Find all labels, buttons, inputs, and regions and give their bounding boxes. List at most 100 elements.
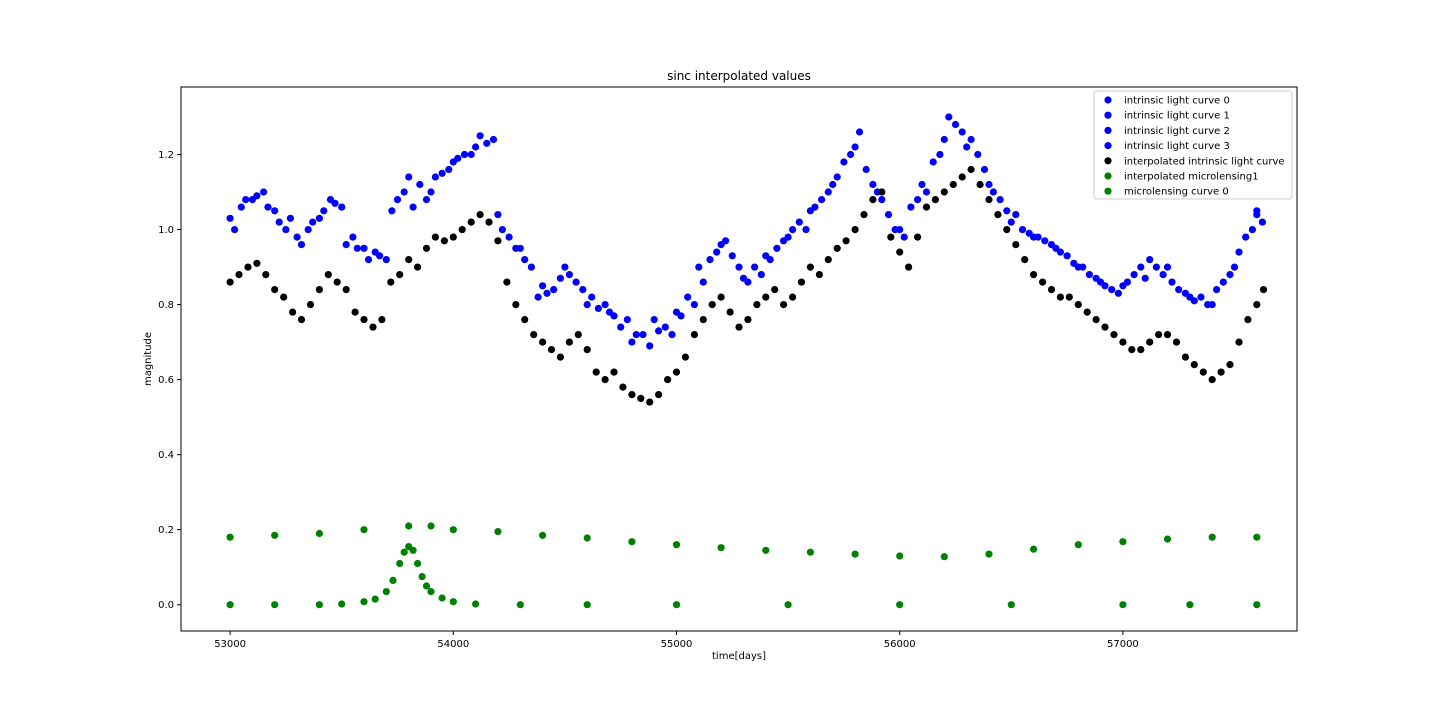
data-point [333,278,341,286]
data-point [1253,601,1261,609]
data-point [1123,278,1131,286]
data-point [472,600,480,608]
legend-marker [1104,126,1112,134]
data-point [1168,278,1176,286]
data-point [1208,533,1216,541]
data-point [382,588,390,596]
data-point [1063,252,1071,260]
data-point [226,214,234,222]
data-point [1137,346,1145,354]
data-point [672,368,681,376]
data-point [706,256,714,264]
data-point [860,211,868,219]
data-point [918,180,926,189]
data-point [574,331,582,339]
data-point [1253,207,1261,215]
data-point [360,526,368,534]
data-point [780,301,788,309]
data-point [751,263,759,271]
data-point [1119,601,1127,609]
data-point [438,594,446,602]
data-point [1012,211,1020,219]
data-point [414,559,422,568]
data-point [610,368,618,376]
data-point [262,271,270,279]
data-point [382,256,390,264]
y-tick-label: 0.0 [158,600,174,611]
data-point [565,338,574,346]
data-point [617,323,625,331]
data-point [1030,545,1038,553]
data-point [405,522,413,530]
data-point [1190,361,1198,369]
data-point [1172,338,1181,346]
data-point [530,331,538,339]
data-point [1175,286,1183,294]
data-point [1197,293,1205,301]
data-point [713,248,721,256]
data-point [387,278,395,286]
data-point [271,286,279,294]
data-point [1056,248,1064,256]
data-point [1007,218,1015,226]
chart-title: sinc interpolated values [667,69,811,83]
data-point [527,263,536,271]
data-point [512,244,520,252]
data-point [795,218,803,226]
data-point [349,233,357,241]
data-point [286,214,294,222]
data-point [282,226,290,234]
data-point [1012,241,1020,249]
data-point [1056,293,1064,301]
data-point [1085,271,1093,279]
data-point [389,576,397,585]
data-point [1092,316,1100,324]
data-point [628,391,636,399]
data-point [914,196,922,204]
data-point [458,226,466,234]
data-point [226,533,234,541]
data-point [226,601,234,609]
data-point [472,143,480,151]
data-point [364,256,373,264]
data-point [1217,368,1225,376]
data-point [891,226,899,234]
data-point [271,207,279,215]
data-point [351,308,359,316]
data-point [556,274,565,282]
series-2 [231,128,1256,350]
data-point [601,301,609,309]
data-point [1079,263,1087,271]
data-point [360,598,368,606]
data-point [1181,289,1189,297]
data-point [728,252,736,260]
data-point [418,573,426,581]
data-point [646,398,654,406]
data-point [561,263,569,271]
data-point [690,301,699,309]
data-point [556,353,565,361]
data-point [431,173,439,181]
data-point [449,526,457,534]
data-point [280,293,288,301]
data-point [360,244,368,252]
data-point [422,244,431,252]
data-point [445,165,453,174]
data-point [1163,535,1172,543]
series-4 [226,165,1268,406]
data-point [422,582,431,590]
legend: intrinsic light curve 0 intrinsic light c… [1093,90,1293,200]
data-point [628,338,636,346]
data-point [494,528,502,536]
data-point [815,271,824,279]
data-point [405,173,413,181]
data-point [661,323,669,331]
data-point [1137,263,1145,271]
data-point [338,600,346,608]
data-point [1242,233,1250,241]
data-point [996,196,1004,204]
data-point [405,256,413,264]
data-point [231,226,239,234]
data-point [583,534,591,542]
